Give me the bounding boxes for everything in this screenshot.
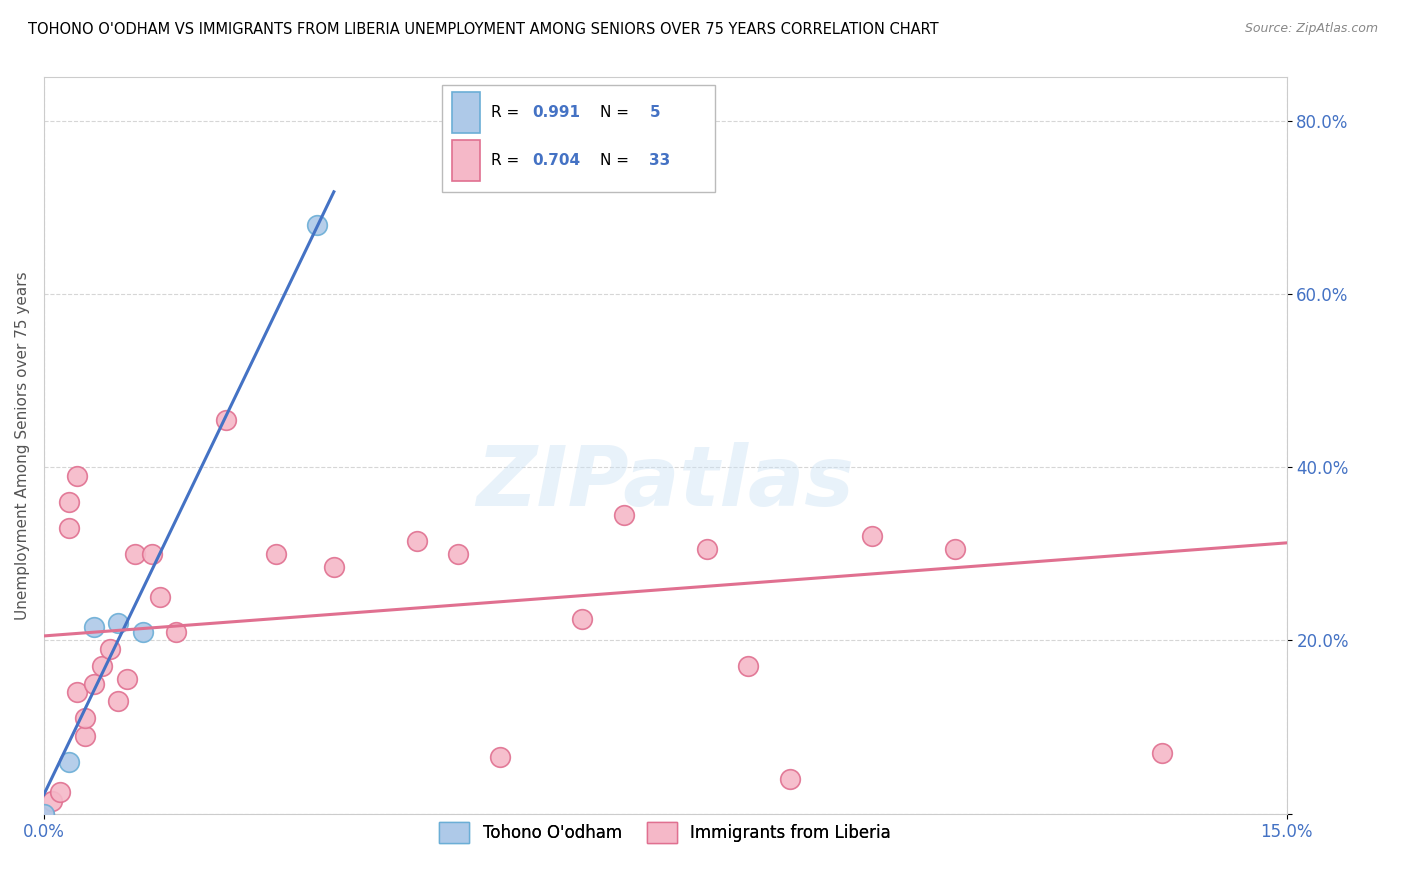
Legend: Tohono O'odham, Immigrants from Liberia: Tohono O'odham, Immigrants from Liberia: [433, 816, 897, 849]
Point: [307, 218, 329, 232]
Point: [149, 590, 172, 604]
Y-axis label: Unemployment Among Seniors over 75 years: Unemployment Among Seniors over 75 years: [15, 271, 30, 620]
Point: [165, 624, 187, 639]
Point: [696, 542, 718, 557]
Point: [943, 542, 966, 557]
Point: [107, 616, 129, 631]
Point: [860, 529, 883, 543]
Point: [141, 547, 163, 561]
Point: [66, 685, 89, 699]
Text: TOHONO O'ODHAM VS IMMIGRANTS FROM LIBERIA UNEMPLOYMENT AMONG SENIORS OVER 75 YEA: TOHONO O'ODHAM VS IMMIGRANTS FROM LIBERI…: [28, 22, 939, 37]
Point: [405, 533, 427, 548]
Point: [654, 122, 676, 136]
Point: [90, 659, 112, 673]
Point: [49, 785, 72, 799]
Text: Source: ZipAtlas.com: Source: ZipAtlas.com: [1244, 22, 1378, 36]
Point: [571, 612, 593, 626]
Point: [322, 559, 344, 574]
Point: [488, 750, 510, 764]
Point: [83, 620, 105, 634]
Point: [32, 806, 55, 821]
Point: [32, 806, 55, 821]
Point: [66, 468, 89, 483]
Point: [1152, 746, 1174, 760]
Point: [447, 547, 470, 561]
Point: [124, 547, 146, 561]
Point: [264, 547, 287, 561]
Point: [132, 624, 155, 639]
Point: [215, 412, 238, 426]
Point: [115, 673, 138, 687]
Point: [75, 729, 97, 743]
Point: [107, 694, 129, 708]
Point: [75, 711, 97, 725]
Point: [83, 676, 105, 690]
Point: [58, 755, 80, 769]
Point: [613, 508, 636, 522]
Text: ZIPatlas: ZIPatlas: [477, 442, 855, 523]
Point: [58, 495, 80, 509]
Point: [98, 642, 121, 657]
Point: [41, 794, 63, 808]
Point: [779, 772, 801, 786]
Point: [737, 659, 759, 673]
Point: [58, 521, 80, 535]
